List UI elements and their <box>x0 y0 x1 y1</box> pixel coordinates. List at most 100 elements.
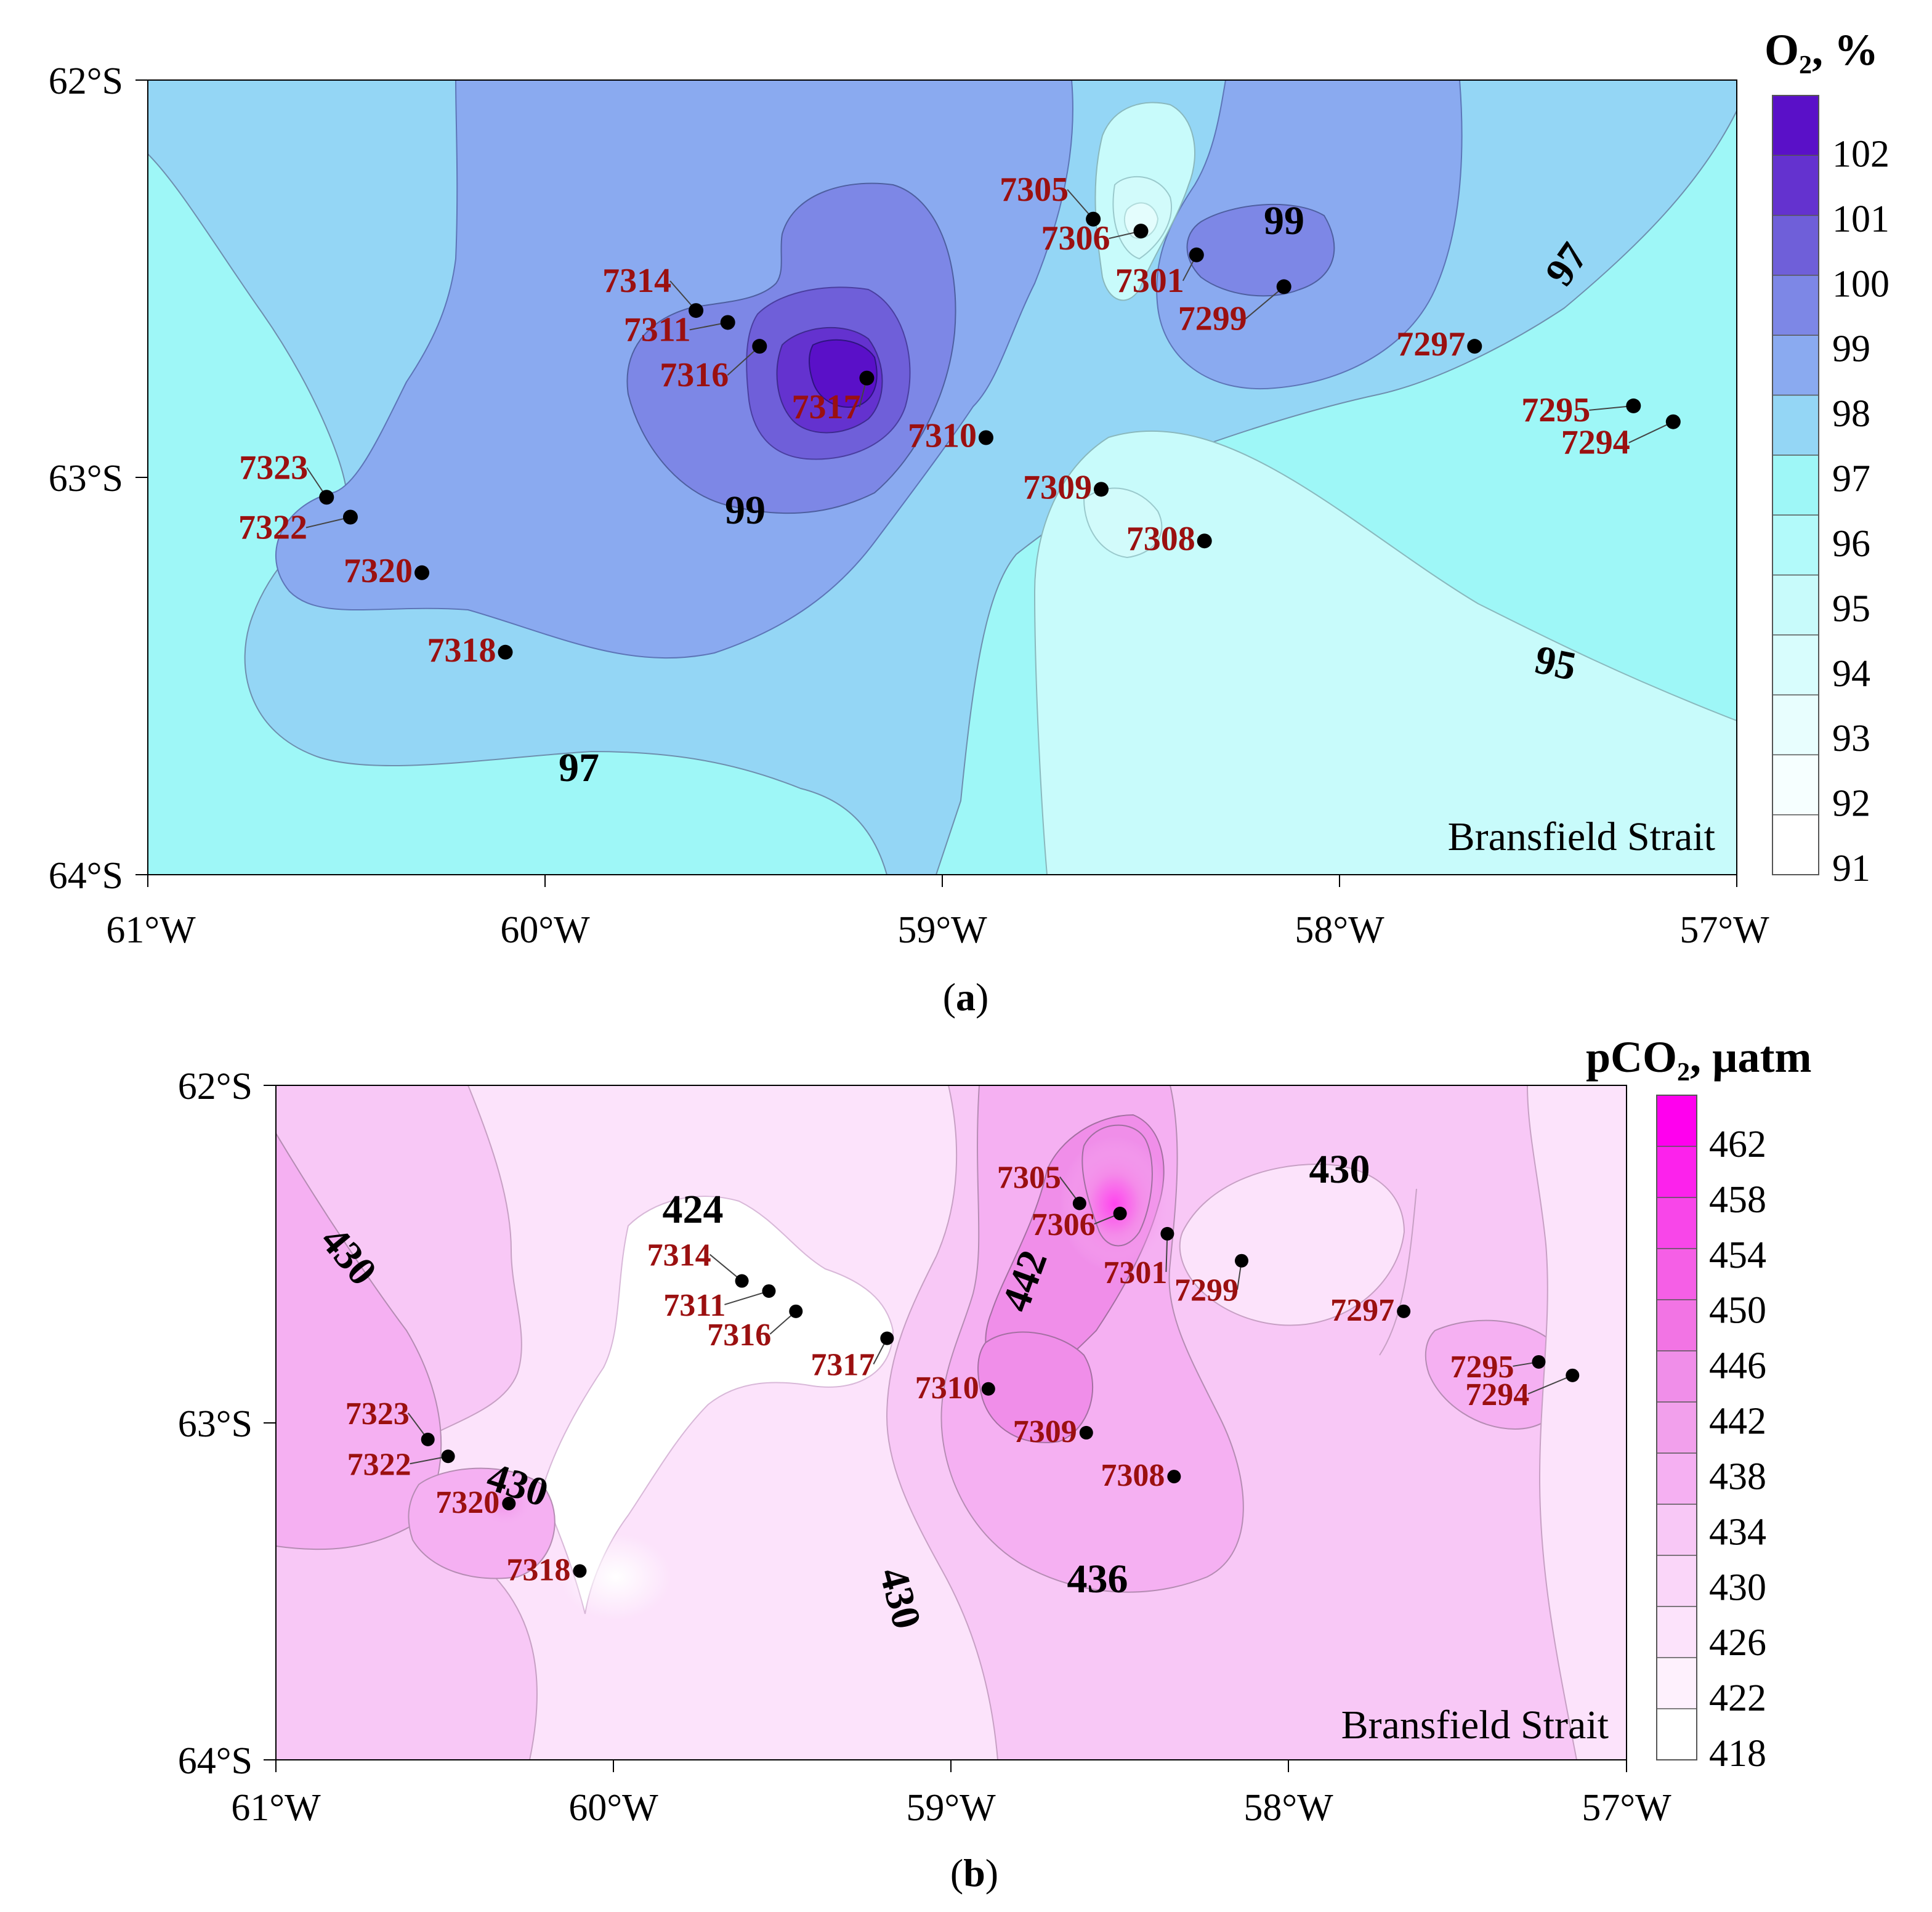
station-label-7306: 7306 <box>1041 219 1110 257</box>
station-marker-7294 <box>1665 414 1681 429</box>
station-label-7314: 7314 <box>602 262 671 300</box>
a-ytick-62: 62°S <box>49 60 123 102</box>
station-label-7317: 7317 <box>810 1348 875 1383</box>
legend-swatch <box>1657 1504 1697 1556</box>
pco2-fill-436-west <box>276 1132 442 1550</box>
o2-fill-99-east <box>1186 203 1335 297</box>
pco2-hot-contour <box>1081 1124 1153 1247</box>
station-label-7320: 7320 <box>344 552 413 590</box>
legend-swatch <box>1772 335 1819 396</box>
station-marker-7308 <box>1167 1470 1181 1484</box>
b-xtick-59: 59°W <box>906 1787 996 1829</box>
station-leader <box>724 1290 769 1305</box>
legend-tick-418: 418 <box>1709 1733 1766 1775</box>
legend-swatch <box>1772 155 1819 216</box>
pco2-fill-426-far-east <box>1526 1085 1627 1760</box>
station-marker-7317 <box>880 1331 894 1345</box>
station-label-7299: 7299 <box>1178 299 1247 338</box>
station-marker-7318 <box>498 644 513 660</box>
legend-swatch <box>1772 455 1819 516</box>
pco2-low-spot <box>560 1534 671 1620</box>
station-marker-7299 <box>1276 279 1291 294</box>
a-contour-label-99-east: 99 <box>1264 198 1304 243</box>
station-label-7301: 7301 <box>1115 262 1184 300</box>
station-label-7305: 7305 <box>1000 171 1069 209</box>
station-label-7323: 7323 <box>239 448 308 487</box>
station-marker-7311 <box>720 315 735 330</box>
legend-tick-442: 442 <box>1709 1401 1766 1443</box>
station-leader <box>1527 1374 1573 1395</box>
a-legend-colorbar: 102 101 100 99 98 97 96 95 94 93 92 91 <box>1772 95 1890 889</box>
legend-tick-446: 446 <box>1709 1345 1766 1387</box>
b-legend-title: pCO2, µatm <box>1586 1032 1811 1087</box>
b-place-label: Bransfield Strait <box>1341 1703 1609 1748</box>
legend-swatch <box>1772 755 1819 816</box>
legend-tick-95: 95 <box>1832 588 1870 630</box>
a-xtick-60: 60°W <box>500 909 590 951</box>
legend-swatch <box>1657 1146 1697 1198</box>
station-label-7309: 7309 <box>1023 468 1092 506</box>
legend-tick-92: 92 <box>1832 783 1870 825</box>
station-label-7318: 7318 <box>506 1552 570 1587</box>
station-marker-7301 <box>1189 247 1204 262</box>
station-marker-7322 <box>441 1449 455 1464</box>
b-xtick-61: 61°W <box>231 1787 321 1829</box>
b-contour-label-430-ne: 430 <box>1309 1147 1370 1192</box>
station-label-7316: 7316 <box>660 356 729 394</box>
station-label-7317: 7317 <box>791 388 860 426</box>
pco2-hotspot <box>1059 1136 1170 1272</box>
legend-tick-96: 96 <box>1832 523 1870 565</box>
b-xtick-60: 60°W <box>568 1787 658 1829</box>
station-marker-7309 <box>1079 1425 1093 1440</box>
station-label-7316: 7316 <box>707 1318 771 1353</box>
station-label-7301: 7301 <box>1103 1255 1167 1290</box>
b-xtick-57: 57°W <box>1582 1787 1671 1829</box>
panel-b-tag: (b) <box>950 1851 998 1895</box>
a-xtick-58: 58°W <box>1295 909 1384 951</box>
station-marker-7320 <box>414 565 430 580</box>
station-label-7295: 7295 <box>1521 391 1590 429</box>
legend-swatch <box>1772 275 1819 336</box>
legend-swatch <box>1657 1606 1697 1658</box>
station-marker-7306 <box>1133 224 1149 239</box>
a-contour-label-95: 95 <box>1531 637 1580 689</box>
legend-swatch <box>1772 575 1819 636</box>
station-label-7295: 7295 <box>1450 1350 1514 1385</box>
panel-b-contours <box>276 1085 1627 1760</box>
station-marker-7317 <box>859 370 875 386</box>
legend-tick-426: 426 <box>1709 1622 1766 1664</box>
station-marker-7295 <box>1626 398 1641 413</box>
panel-b-pco2-map: 61°W 60°W 59°W 58°W 57°W 62°S 63°S 64°S … <box>178 1032 1812 1895</box>
panel-a-tag: (a) <box>943 975 989 1019</box>
pco2-fill-436-east <box>1425 1319 1569 1430</box>
station-label-7320: 7320 <box>435 1485 499 1520</box>
b-ytick-63: 63°S <box>178 1403 253 1445</box>
pco2-fill-426-east <box>1179 1163 1405 1326</box>
a-ytick-63: 63°S <box>49 458 123 500</box>
legend-swatch <box>1657 1658 1697 1709</box>
legend-frame <box>1772 95 1819 875</box>
station-marker-7322 <box>342 509 358 525</box>
o2-fill-92 <box>1123 202 1159 239</box>
station-marker-7299 <box>1234 1254 1248 1268</box>
station-label-7323: 7323 <box>346 1396 410 1432</box>
legend-tick-101: 101 <box>1832 198 1890 240</box>
b-xtick-58: 58°W <box>1243 1787 1333 1829</box>
legend-swatch <box>1772 215 1819 276</box>
legend-swatch <box>1657 1197 1697 1249</box>
station-marker-7323 <box>421 1432 435 1446</box>
station-label-7322: 7322 <box>238 509 307 547</box>
station-leader <box>709 1254 743 1282</box>
a-xtick-61: 61°W <box>106 909 196 951</box>
legend-tick-102: 102 <box>1832 133 1890 175</box>
panel-a-axes: 61°W 60°W 59°W 58°W 57°W 62°S 63°S 64°S <box>49 60 1769 951</box>
legend-swatch <box>1772 634 1819 695</box>
legend-swatch <box>1657 1351 1697 1403</box>
legend-tick-99: 99 <box>1832 328 1870 370</box>
station-label-7322: 7322 <box>347 1447 411 1482</box>
station-label-7310: 7310 <box>908 417 977 455</box>
station-label-7314: 7314 <box>647 1238 711 1273</box>
